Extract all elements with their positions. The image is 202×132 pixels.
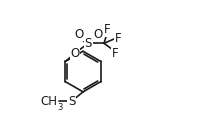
Text: 3: 3: [57, 103, 63, 112]
Text: F: F: [115, 32, 121, 45]
Text: F: F: [104, 23, 110, 36]
Text: O: O: [74, 28, 83, 41]
Text: S: S: [68, 95, 75, 108]
Text: S: S: [84, 37, 92, 50]
Text: CH: CH: [41, 95, 57, 108]
Text: F: F: [111, 47, 118, 60]
Text: O: O: [93, 28, 102, 41]
Text: O: O: [70, 47, 79, 60]
